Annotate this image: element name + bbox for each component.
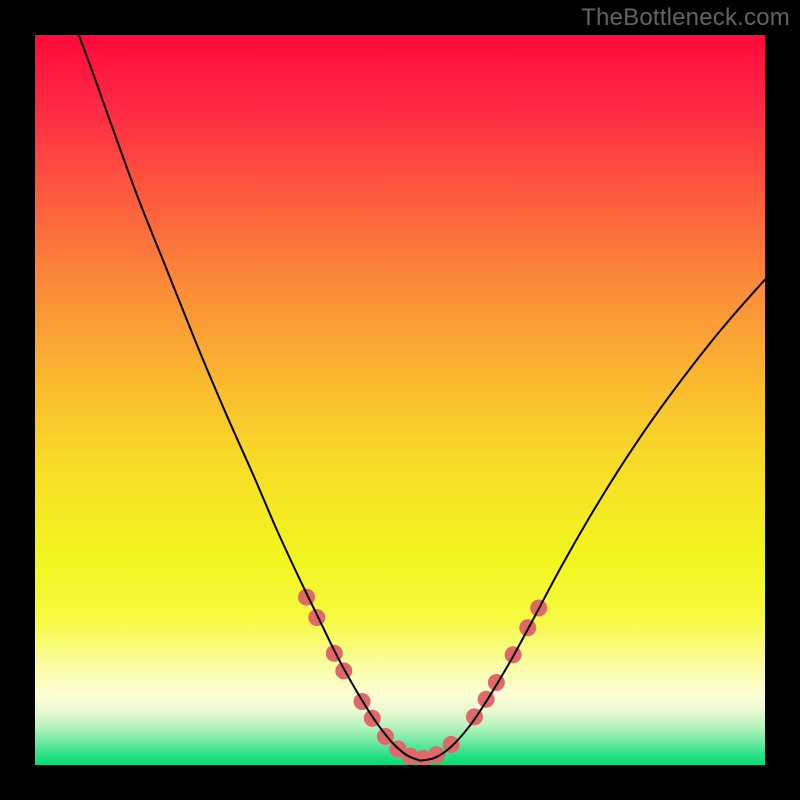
bottleneck-curve-chart bbox=[35, 35, 765, 765]
attribution-text: TheBottleneck.com bbox=[581, 4, 790, 32]
chart-container: TheBottleneck.com bbox=[0, 0, 800, 800]
marker-point bbox=[428, 746, 445, 763]
plot-background bbox=[35, 35, 765, 765]
marker-point bbox=[298, 589, 315, 606]
marker-point bbox=[326, 645, 343, 662]
marker-point bbox=[308, 609, 325, 626]
marker-point bbox=[335, 662, 352, 679]
